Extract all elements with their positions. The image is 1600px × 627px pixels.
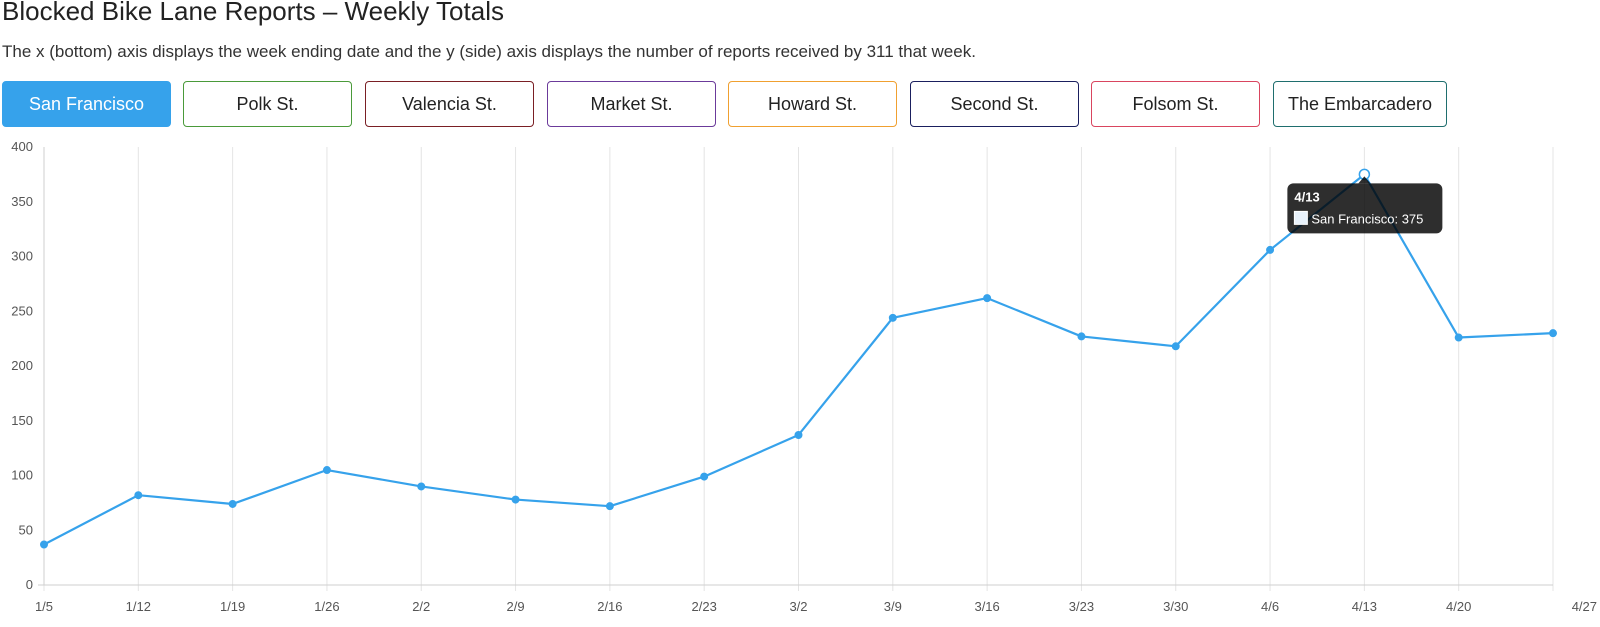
x-tick-label-3-23: 3/23 xyxy=(1069,599,1094,614)
filter-button-polk-st[interactable]: Polk St. xyxy=(183,81,352,127)
x-tick-label-3-16: 3/16 xyxy=(974,599,999,614)
data-point-3-2 xyxy=(794,430,803,439)
data-point-3-23 xyxy=(1077,332,1086,341)
tooltip-title: 4/13 xyxy=(1294,189,1319,204)
filter-button-second-st[interactable]: Second St. xyxy=(910,81,1079,127)
page-title: Blocked Bike Lane Reports – Weekly Total… xyxy=(2,0,504,26)
data-point-1-5 xyxy=(40,540,48,549)
tooltip-box xyxy=(1287,183,1443,234)
filter-button-valencia-st[interactable]: Valencia St. xyxy=(365,81,534,127)
filter-button-market-st[interactable]: Market St. xyxy=(547,81,716,127)
filter-button-howard-st[interactable]: Howard St. xyxy=(728,81,897,127)
data-point-1-19 xyxy=(228,499,237,508)
x-tick-label-3-30: 3/30 xyxy=(1163,599,1188,614)
data-point-3-9 xyxy=(888,313,897,322)
chart-tooltip: 4/13 San Francisco: 375 xyxy=(1287,176,1443,234)
line-chart: 0 50 100 150 200 250 300 350 400 1/5 1/12 1/19 1/26 2… xyxy=(11,139,1597,614)
x-tick-label-2-16: 2/16 xyxy=(597,599,622,614)
filter-button-san-francisco[interactable]: San Francisco xyxy=(2,81,171,127)
filter-button-the-embarcadero[interactable]: The Embarcadero xyxy=(1273,81,1447,127)
data-point-4-27 xyxy=(1549,329,1557,338)
y-tick-label-150: 150 xyxy=(11,413,33,428)
data-point-2-2 xyxy=(417,482,426,491)
y-tick-label-400: 400 xyxy=(11,139,33,154)
data-point-2-16 xyxy=(605,502,614,511)
filter-button-folsom-st[interactable]: Folsom St. xyxy=(1091,81,1260,127)
page-subtitle: The x (bottom) axis displays the week en… xyxy=(2,42,976,61)
data-point-4-6 xyxy=(1266,245,1275,254)
chart-axes: 0 50 100 150 200 250 300 350 400 1/5 1/12 1/19 1/26 2… xyxy=(11,139,1597,614)
data-point-2-23 xyxy=(700,472,709,481)
data-point-3-30 xyxy=(1171,342,1180,351)
x-tick-label-3-9: 3/9 xyxy=(884,599,902,614)
tooltip-label: San Francisco: 375 xyxy=(1311,211,1423,226)
x-tick-label-2-2: 2/2 xyxy=(412,599,430,614)
x-tick-label-1-12: 1/12 xyxy=(126,599,151,614)
x-tick-label-4-6: 4/6 xyxy=(1261,599,1279,614)
chart-grid xyxy=(43,147,1554,591)
x-tick-label-1-5: 1/5 xyxy=(35,599,53,614)
x-tick-label-2-23: 2/23 xyxy=(692,599,717,614)
x-tick-label-4-13: 4/13 xyxy=(1352,599,1377,614)
x-tick-label-4-20: 4/20 xyxy=(1446,599,1471,614)
x-tick-label-1-19: 1/19 xyxy=(220,599,245,614)
x-tick-label-2-9: 2/9 xyxy=(507,599,525,614)
y-tick-label-350: 350 xyxy=(11,194,33,209)
y-tick-label-0: 0 xyxy=(26,577,33,592)
data-point-3-16 xyxy=(983,294,992,303)
y-tick-label-100: 100 xyxy=(11,468,33,483)
y-tick-label-250: 250 xyxy=(11,303,33,318)
x-tick-label-4-27: 4/27 xyxy=(1572,599,1597,614)
y-tick-label-50: 50 xyxy=(19,522,33,537)
data-point-1-12 xyxy=(134,491,143,500)
data-point-2-9 xyxy=(511,495,520,504)
data-point-4-20 xyxy=(1454,333,1463,342)
x-tick-label-1-26: 1/26 xyxy=(314,599,339,614)
x-tick-label-3-2: 3/2 xyxy=(789,599,807,614)
y-tick-label-300: 300 xyxy=(11,249,33,264)
data-point-1-26 xyxy=(322,466,331,475)
tooltip-caret xyxy=(1358,176,1371,184)
y-tick-label-200: 200 xyxy=(11,358,33,373)
tooltip-color-swatch xyxy=(1293,210,1308,225)
